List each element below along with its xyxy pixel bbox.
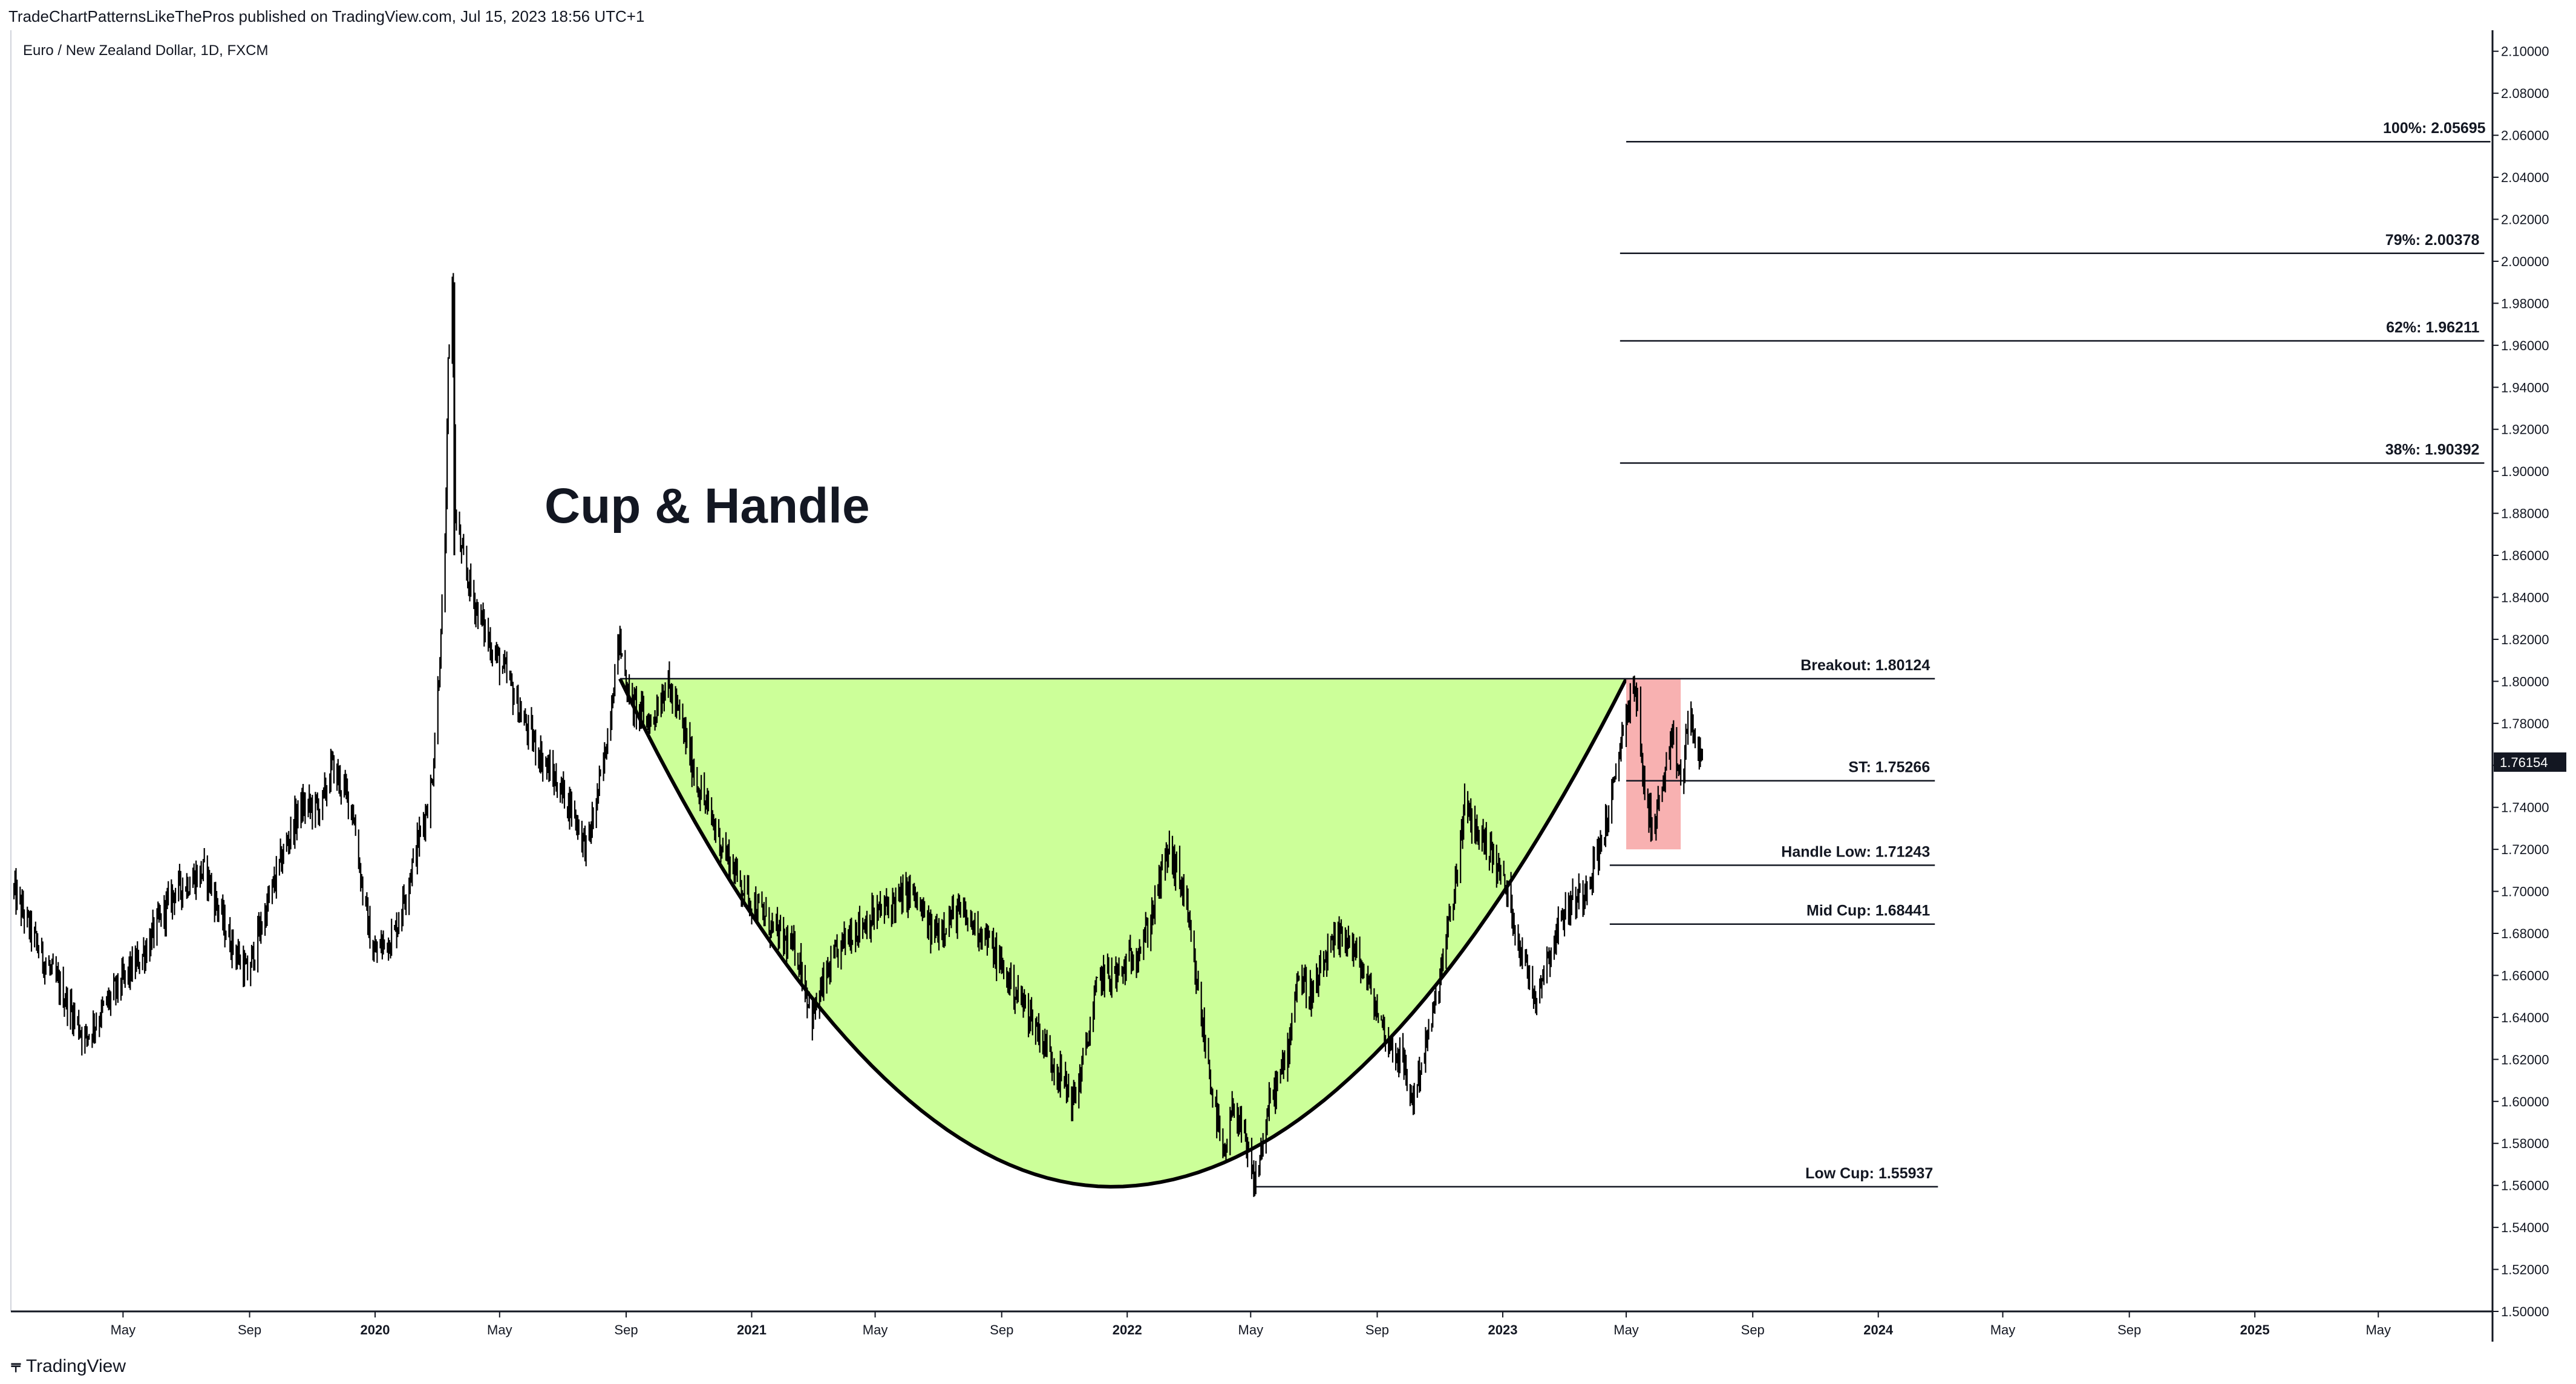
price-tick-label: 1.58000 xyxy=(2501,1136,2549,1151)
price-tick-label: 1.90000 xyxy=(2501,464,2549,479)
price-tick-label: 2.06000 xyxy=(2501,128,2549,143)
time-tick-label: Sep xyxy=(2117,1322,2141,1337)
time-tick-label: Sep xyxy=(1741,1322,1765,1337)
time-tick-label: 2021 xyxy=(737,1322,767,1337)
time-tick-label: Sep xyxy=(990,1322,1013,1337)
tradingview-brand[interactable]: ⫧ TradingView xyxy=(11,1356,126,1377)
candlestick-series[interactable] xyxy=(13,273,1703,1197)
time-tick-label: May xyxy=(1238,1322,1264,1337)
price-tick-label: 1.52000 xyxy=(2501,1262,2549,1278)
handle-zone[interactable] xyxy=(1626,679,1681,850)
level-label: Handle Low: 1.71243 xyxy=(1781,843,1930,860)
price-tick-label: 2.04000 xyxy=(2501,170,2549,185)
time-tick-label: May xyxy=(487,1322,512,1337)
price-tick-label: 2.02000 xyxy=(2501,212,2549,227)
cup-shape[interactable] xyxy=(618,677,1628,1189)
level-label: Breakout: 1.80124 xyxy=(1800,657,1930,674)
price-tick-label: 1.92000 xyxy=(2501,422,2549,437)
price-tick-label: 1.98000 xyxy=(2501,296,2549,311)
price-tick-label: 1.54000 xyxy=(2501,1220,2549,1235)
time-tick-label: 2022 xyxy=(1113,1322,1142,1337)
level-label: 79%: 2.00378 xyxy=(2385,232,2480,249)
price-tick-label: 1.50000 xyxy=(2501,1304,2549,1319)
time-tick-label: May xyxy=(1990,1322,2016,1337)
price-tick-label: 1.96000 xyxy=(2501,338,2549,353)
symbol-title[interactable]: Euro / New Zealand Dollar, 1D, FXCM xyxy=(23,42,269,59)
price-tick-label: 2.08000 xyxy=(2501,86,2549,101)
level-label: ST: 1.75266 xyxy=(1848,759,1930,776)
price-tick-label: 2.00000 xyxy=(2501,254,2549,269)
level-label: 100%: 2.05695 xyxy=(2383,120,2486,137)
price-tick-label: 1.80000 xyxy=(2501,674,2549,689)
price-tick-label: 1.62000 xyxy=(2501,1052,2549,1067)
candle-wicks xyxy=(13,273,1703,1197)
time-tick-label: 2025 xyxy=(2240,1322,2270,1337)
cup-curve[interactable] xyxy=(618,677,1628,1189)
chart-frame xyxy=(10,30,2494,1342)
price-tick-label: 1.94000 xyxy=(2501,380,2549,395)
price-tick-label: 1.84000 xyxy=(2501,590,2549,605)
time-tick-label: May xyxy=(2365,1322,2391,1337)
price-tick-label: 1.72000 xyxy=(2501,842,2549,857)
pattern-title: Cup & Handle xyxy=(544,478,870,534)
level-label: 38%: 1.90392 xyxy=(2385,442,2480,459)
published-by-line: TradeChartPatternsLikeThePros published … xyxy=(8,7,645,25)
current-price-tag[interactable] xyxy=(2494,752,2566,772)
handle-rectangle[interactable] xyxy=(1626,679,1681,850)
price-axis[interactable]: 1.50000 1.52000 1.54000 1.56000 1.58000 1.600… xyxy=(2493,44,2566,1319)
price-tick-label: 1.56000 xyxy=(2501,1178,2549,1193)
cup-fill xyxy=(619,679,1626,1187)
level-lines[interactable]: 100%: 2.05695 79%: 2.00378 62%: 1.96211 38%… xyxy=(619,120,2491,1188)
level-label: Mid Cup: 1.68441 xyxy=(1806,903,1930,919)
level-label: 62%: 1.96211 xyxy=(2386,319,2479,336)
price-tick-label: 1.88000 xyxy=(2501,506,2549,521)
time-tick-label: Sep xyxy=(238,1322,261,1337)
price-tick-label: 1.60000 xyxy=(2501,1094,2549,1109)
price-tick-label: 1.74000 xyxy=(2501,800,2549,815)
price-tick-label: 1.78000 xyxy=(2501,716,2549,731)
time-tick-label: May xyxy=(1613,1322,1639,1337)
price-tick-label: 1.86000 xyxy=(2501,548,2549,563)
level-label: Low Cup: 1.55937 xyxy=(1805,1165,1933,1182)
time-tick-label: Sep xyxy=(1365,1322,1389,1337)
price-tick-label: 1.64000 xyxy=(2501,1010,2549,1025)
time-tick-label: 2023 xyxy=(1488,1322,1517,1337)
brand-label: TradingView xyxy=(25,1356,126,1376)
time-axis[interactable]: May Sep 2020 May Sep 2021 May Sep 2022 May Sep 2023… xyxy=(111,1311,2391,1337)
time-tick-label: May xyxy=(111,1322,136,1337)
time-tick-label: May xyxy=(863,1322,888,1337)
price-tick-label: 1.70000 xyxy=(2501,884,2549,899)
price-tick-label: 1.66000 xyxy=(2501,968,2549,983)
time-tick-label: 2024 xyxy=(1863,1322,1894,1337)
current-price-label: 1.76154 xyxy=(2500,755,2548,770)
price-tick-label: 1.68000 xyxy=(2501,926,2549,941)
tradingview-logo-icon: ⫧ xyxy=(11,1356,21,1376)
time-tick-label: 2020 xyxy=(361,1322,390,1337)
price-tick-label: 1.82000 xyxy=(2501,632,2549,647)
time-tick-label: Sep xyxy=(614,1322,638,1337)
price-tick-label: 2.10000 xyxy=(2501,44,2549,59)
